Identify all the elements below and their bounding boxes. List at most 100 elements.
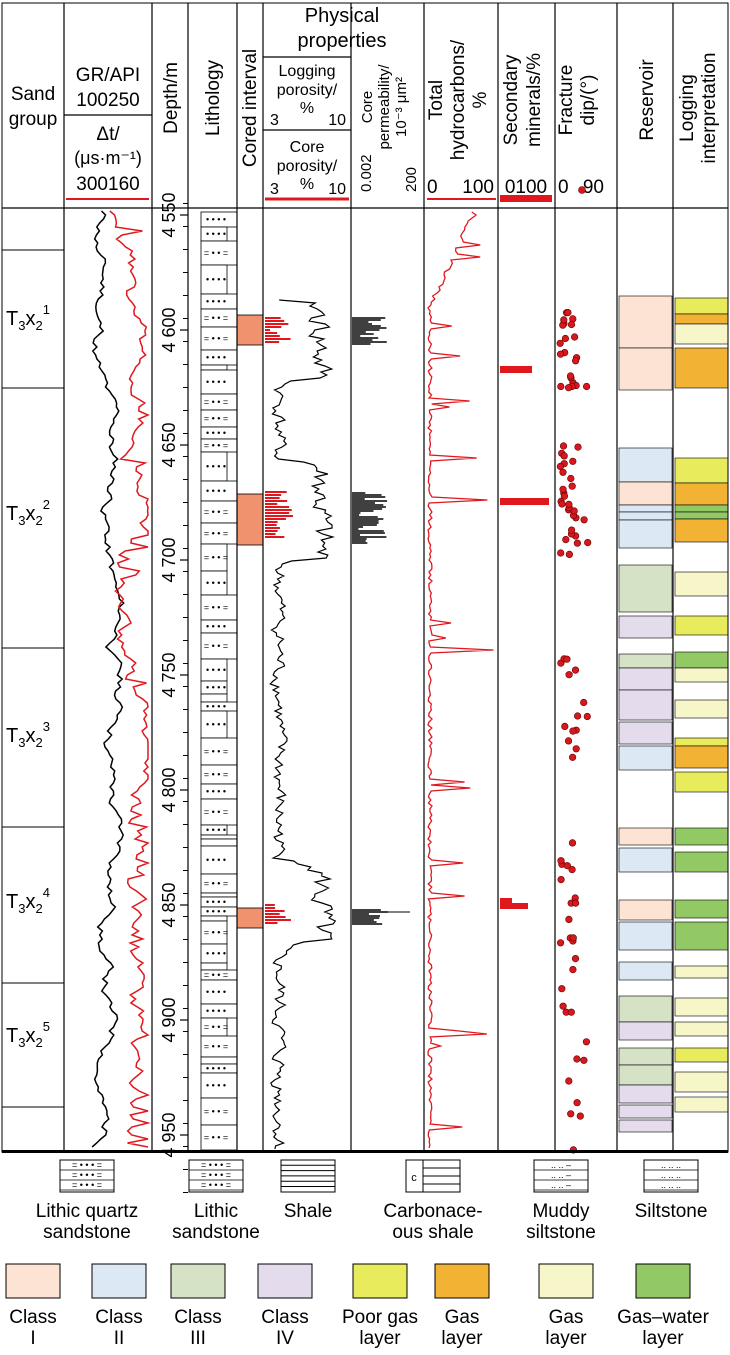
cored-interval xyxy=(236,907,264,929)
sand-group-label: T3x23 xyxy=(6,719,50,750)
fracture-dip-point xyxy=(565,915,573,924)
reservoir-class-block xyxy=(618,745,673,771)
depth-tick-label: 4 900 xyxy=(159,997,179,1042)
fracture-dip-point xyxy=(573,539,582,547)
fracture-dip-point xyxy=(583,712,591,721)
core-porosity-header: porosity/ xyxy=(277,158,338,175)
lithology-legend-label: Siltstone xyxy=(634,1201,708,1222)
svg-text:.. .. ..: .. .. .. xyxy=(661,1160,681,1170)
lithology-pattern: • • • • xyxy=(206,297,226,307)
depth-header: Depth/m xyxy=(161,62,182,134)
lithology-pattern: = • • = xyxy=(204,414,228,424)
legend-swatch xyxy=(170,1263,226,1299)
lithology-pattern: • • • • xyxy=(206,215,226,225)
secondary-minerals-bar xyxy=(500,903,528,909)
fracture-dip-point xyxy=(565,500,573,509)
lithology-pattern: = • • = xyxy=(204,334,228,344)
fracture-header: Fracture xyxy=(556,65,577,136)
lithology-pattern: • • • • xyxy=(206,622,226,632)
color-legend-label: Class III xyxy=(174,1307,222,1349)
lithology-pattern: • • • • xyxy=(206,353,226,363)
lithology-pattern: • • • • xyxy=(206,720,226,730)
fracture-dip-point xyxy=(569,965,577,974)
interpretation-block xyxy=(674,1021,729,1037)
fracture-dip-point xyxy=(569,727,577,735)
interpretation-block xyxy=(674,667,729,683)
lithology-pattern: = • • = xyxy=(204,928,228,938)
lithology-legend-label: Muddy siltstone xyxy=(526,1201,596,1243)
fracture-dip-point xyxy=(557,875,565,884)
interpretation-block xyxy=(674,511,729,520)
interpretation-block xyxy=(674,745,729,769)
fracture-dip-point xyxy=(584,538,592,547)
lithology-pattern: = • • = xyxy=(204,1133,228,1143)
fracture-dip-point xyxy=(569,934,577,942)
lithology-pattern: = • • = xyxy=(204,397,228,407)
fracture-dip-point xyxy=(569,457,577,465)
interpretation-block xyxy=(674,997,729,1017)
fracture-dip-point xyxy=(576,1112,584,1120)
lithology-bed xyxy=(200,1072,238,1099)
fracture-dip-point xyxy=(558,500,566,508)
interpretation-block xyxy=(674,297,729,315)
fracture-dip-point xyxy=(571,899,580,907)
reservoir-class-block xyxy=(618,1104,673,1119)
legend-swatch xyxy=(352,1263,408,1299)
lithology-pattern: = • • = xyxy=(204,747,228,757)
interp-header: interpretation xyxy=(699,53,720,164)
lithology-pattern: • • • • xyxy=(206,825,226,835)
dt-curve xyxy=(109,210,151,1148)
lithology-pattern: = • • = xyxy=(204,603,228,613)
lithology-legend-label: Shale xyxy=(283,1201,333,1222)
depth-tick-label: 4 650 xyxy=(159,422,179,467)
lithology-bed xyxy=(200,834,238,840)
lithology-pattern: = • • = xyxy=(204,641,228,651)
depth-tick-label: 4 550 xyxy=(159,192,179,237)
reservoir-class-block xyxy=(618,721,673,745)
color-legend-label: Gas–water layer xyxy=(617,1307,709,1349)
svg-text:= • • • =: = • • • = xyxy=(201,1180,231,1190)
lithology-legend-symbol: = • • • == • • • == • • • = xyxy=(59,1159,115,1193)
fracture-dip-point xyxy=(558,985,566,993)
reservoir-class-block xyxy=(618,689,673,721)
reservoir-class-block xyxy=(618,667,673,691)
hc-max: 100 xyxy=(462,177,494,198)
lithology-legend-symbol: .. .. –.. .. –.. .. – xyxy=(533,1159,589,1193)
legend-swatch xyxy=(434,1263,490,1299)
lithology-bed xyxy=(200,1097,238,1126)
interpretation-block xyxy=(674,571,729,597)
fracture-dip-point xyxy=(580,698,588,707)
lithology-pattern: • • • • xyxy=(206,787,226,797)
fracture-dip-point xyxy=(567,1110,575,1118)
fracture-dip-point xyxy=(574,443,582,451)
hc-header: Total xyxy=(426,80,447,120)
sand-group-header: group xyxy=(9,109,58,130)
fracture-dip-point xyxy=(573,1099,581,1107)
dt-header: Δt/ xyxy=(96,124,120,145)
svg-text:.. .. ..: .. .. .. xyxy=(661,1170,681,1180)
cored-interval xyxy=(236,493,264,546)
reservoir-class-block xyxy=(618,653,673,669)
reservoir-class-block xyxy=(618,347,673,391)
reservoir-class-block xyxy=(618,481,673,506)
core-perm-header: Core xyxy=(359,91,376,124)
lithology-bed xyxy=(200,710,228,739)
lithology-pattern: = • • = xyxy=(204,248,228,258)
hc-header: % xyxy=(470,91,491,108)
core-porosity-max: 10 xyxy=(328,181,346,198)
fracture-dip-point xyxy=(561,334,570,343)
lithology-bed xyxy=(200,798,238,826)
lithology-pattern: • • • • xyxy=(206,855,226,865)
gr-header: GR/API xyxy=(76,65,140,86)
fracture-dip-point xyxy=(571,666,580,674)
lithology-legend-label: Lithic quartz sandstone xyxy=(35,1201,139,1243)
sand-group-label: T3x22 xyxy=(6,497,50,528)
interpretation-block xyxy=(674,615,729,636)
log-porosity-header: % xyxy=(300,100,314,117)
lithology-pattern: • • • • xyxy=(206,486,226,496)
lithology-pattern: • • • • xyxy=(206,578,226,588)
fracture-dip-point xyxy=(567,474,575,483)
fracture-header: dip/(°) xyxy=(578,75,599,126)
reservoir-class-block xyxy=(618,1119,673,1133)
